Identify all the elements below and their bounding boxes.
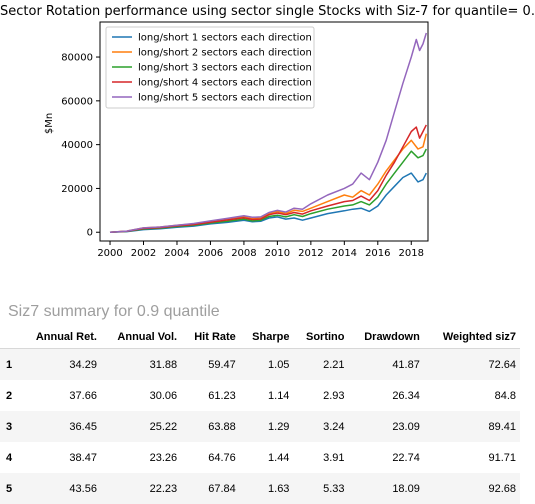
- legend-label-1: long/short 1 sectors each direction: [138, 33, 312, 44]
- table-row: 3 36.45 25.22 63.88 1.29 3.24 23.09 89.4…: [0, 411, 520, 442]
- row-index: 2: [6, 389, 13, 402]
- column-header-index: [0, 326, 19, 349]
- y-tick-label: 40000: [61, 140, 93, 151]
- cell-hit-rate: 67.84: [208, 482, 236, 495]
- x-tick-label: 2014: [332, 248, 357, 259]
- cell-annual-vol: 22.23: [149, 482, 178, 495]
- cell-weighted-siz7: 92.68: [488, 482, 516, 495]
- cell-annual-vol: 23.26: [149, 451, 178, 464]
- chart-title: Sector Rotation performance using sector…: [0, 4, 535, 19]
- cell-sharpe: 1.14: [268, 389, 290, 402]
- cell-annual-ret: 36.45: [69, 420, 97, 433]
- cell-hit-rate: 59.47: [208, 358, 236, 371]
- x-tick-label: 2000: [97, 248, 122, 259]
- column-header-annual-ret: Annual Ret.: [35, 331, 97, 343]
- summary-table: Annual Ret. Annual Vol. Hit Rate Sharpe …: [0, 326, 520, 504]
- column-header-hit-rate: Hit Rate: [194, 331, 236, 343]
- cell-annual-ret: 34.29: [69, 358, 97, 371]
- cell-drawdown: 22.74: [392, 451, 420, 464]
- column-header-weighted-siz7: Weighted siz7: [442, 331, 516, 343]
- series-line-4: [109, 124, 427, 233]
- cell-drawdown: 18.09: [392, 482, 420, 495]
- column-header-sharpe: Sharpe: [252, 331, 290, 343]
- cell-hit-rate: 61.23: [208, 389, 236, 402]
- y-tick-label: 20000: [61, 184, 93, 195]
- cell-drawdown: 41.87: [392, 358, 420, 371]
- series-line-5: [109, 32, 428, 233]
- y-axis-label: $Mn: [44, 113, 55, 134]
- cell-annual-vol: 25.22: [149, 420, 178, 433]
- legend-box: [105, 26, 315, 109]
- cell-weighted-siz7: 91.71: [488, 451, 516, 464]
- row-index: 5: [6, 482, 13, 495]
- summary-heading: Siz7 summary for 0.9 quantile: [8, 303, 220, 320]
- x-tick-label: 2006: [198, 248, 223, 259]
- cell-weighted-siz7: 89.41: [488, 420, 516, 433]
- x-tick-label: 2018: [399, 248, 424, 259]
- column-header-annual-vol: Annual Vol.: [117, 331, 178, 343]
- y-tick-label: 80000: [61, 53, 93, 64]
- table-header-row: Annual Ret. Annual Vol. Hit Rate Sharpe …: [0, 326, 520, 349]
- cell-sharpe: 1.05: [268, 358, 290, 371]
- cell-hit-rate: 63.88: [208, 420, 236, 433]
- cell-annual-ret: 37.66: [69, 389, 97, 402]
- row-index: 4: [6, 451, 13, 464]
- cell-annual-ret: 43.56: [69, 482, 97, 495]
- cell-sortino: 2.93: [323, 389, 345, 402]
- table-row: 2 37.66 30.06 61.23 1.14 2.93 26.34 84.8: [0, 380, 520, 411]
- table-row: 5 43.56 22.23 67.84 1.63 5.33 18.09 92.6…: [0, 473, 520, 504]
- cell-annual-ret: 38.47: [69, 451, 97, 464]
- performance-line-chart: 2000 2002 2004 2006 2008 2010 2012 2014 2016 2018…: [44, 21, 429, 259]
- legend-label-5: long/short 5 sectors each direction: [138, 93, 312, 104]
- series-line-1: [109, 172, 427, 233]
- row-index: 1: [6, 358, 13, 371]
- x-tick-label: 2012: [298, 248, 323, 259]
- cell-hit-rate: 64.76: [208, 451, 236, 464]
- legend-label-4: long/short 4 sectors each direction: [138, 78, 312, 89]
- cell-weighted-siz7: 84.8: [494, 389, 516, 402]
- x-tick-label: 2002: [131, 248, 156, 259]
- cell-annual-vol: 30.06: [149, 389, 178, 402]
- cell-sortino: 3.91: [323, 451, 345, 464]
- row-index: 3: [6, 420, 13, 433]
- cell-drawdown: 23.09: [392, 420, 420, 433]
- cell-sortino: 5.33: [323, 482, 345, 495]
- cell-sharpe: 1.44: [268, 451, 290, 464]
- cell-annual-vol: 31.88: [149, 358, 178, 371]
- cell-sortino: 3.24: [323, 420, 345, 433]
- y-tick-label: 60000: [61, 96, 93, 107]
- x-tick-label: 2004: [164, 248, 189, 259]
- table-row: 1 34.29 31.88 59.47 1.05 2.21 41.87 72.6…: [0, 348, 520, 380]
- legend-label-3: long/short 3 sectors each direction: [138, 63, 312, 74]
- cell-weighted-siz7: 72.64: [488, 358, 516, 371]
- cell-sharpe: 1.63: [268, 482, 290, 495]
- x-tick-label: 2010: [265, 248, 290, 259]
- cell-sortino: 2.21: [323, 358, 345, 371]
- cell-sharpe: 1.29: [268, 420, 290, 433]
- plot-frame: [99, 21, 429, 242]
- x-tick-label: 2016: [365, 248, 390, 259]
- legend-label-2: long/short 2 sectors each direction: [138, 48, 312, 59]
- column-header-drawdown: Drawdown: [364, 331, 420, 343]
- y-tick-label: 0: [87, 228, 93, 239]
- cell-drawdown: 26.34: [392, 389, 420, 402]
- table-row: 4 38.47 23.26 64.76 1.44 3.91 22.74 91.7…: [0, 442, 520, 473]
- x-tick-label: 2008: [231, 248, 256, 259]
- column-header-sortino: Sortino: [306, 331, 345, 343]
